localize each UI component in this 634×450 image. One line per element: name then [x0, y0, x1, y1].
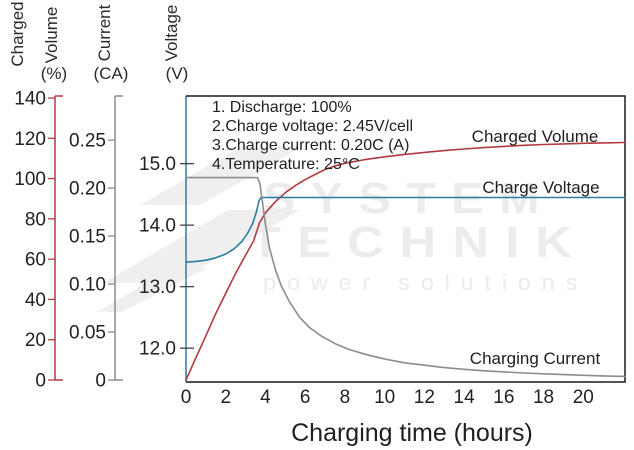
watermark-text-power-solutions: power solutions — [263, 270, 588, 295]
x-tick-label: 18 — [533, 387, 554, 408]
y-axis-headers: Charged Volume (%) Current (CA) Voltage … — [8, 1, 188, 83]
annotation-line-1: 1. Discharge: 100% — [212, 99, 352, 116]
volume-tick-label: 140 — [14, 89, 46, 110]
volume-axis-title-word1: Charged — [8, 1, 27, 66]
x-tick-label: 4 — [260, 387, 271, 408]
voltage-axis-title: Voltage — [162, 5, 181, 62]
watermark-text-system: SYSTEM — [263, 174, 555, 223]
volume-tick-label: 60 — [25, 250, 46, 271]
annotation-line-2: 2.Charge voltage: 2.45V/cell — [212, 118, 413, 135]
x-tick-label: 2 — [220, 387, 231, 408]
current-tick-label: 0.10 — [69, 275, 106, 296]
voltage-tick-label: 12.0 — [139, 339, 176, 360]
x-tick-label: 12 — [414, 387, 435, 408]
annotation-line-4: 4.Temperature: 25°C — [212, 156, 360, 173]
volume-tick-label: 120 — [14, 129, 46, 150]
voltage-tick-label: 13.0 — [139, 277, 176, 298]
charging-current-curve-label: Charging Current — [470, 349, 601, 368]
charge-voltage-curve-label: Charge Voltage — [482, 178, 599, 197]
current-axis-unit: (CA) — [94, 64, 129, 83]
current-tick-label: 0 — [95, 371, 106, 392]
series-group — [185, 141, 626, 381]
voltage-tick-label: 15.0 — [139, 154, 176, 175]
x-tick-label: 14 — [454, 387, 476, 408]
current-tick-label: 0.25 — [69, 131, 106, 152]
volume-axis-title-word2: Volume — [42, 7, 61, 64]
watermark: SYSTEM TECHNIK power solutions — [97, 147, 588, 312]
watermark-swoosh-shape — [140, 147, 302, 205]
charge-voltage-curve — [185, 196, 626, 263]
x-axis-title: Charging time (hours) — [291, 419, 533, 447]
volume-axis-unit: (%) — [41, 64, 67, 83]
charging-current-curve — [185, 176, 626, 378]
axes-group: 02040608010012014000.050.100.150.200.251… — [14, 89, 594, 408]
volume-tick-label: 40 — [25, 290, 46, 311]
x-tick-label: 20 — [573, 387, 594, 408]
watermark-text-technik: TECHNIK — [250, 218, 588, 267]
annotation-line-3: 3.Charge current: 0.20C (A) — [212, 137, 409, 154]
volume-tick-label: 0 — [35, 370, 46, 391]
voltage-tick-label: 14.0 — [139, 216, 176, 237]
volume-tick-label: 80 — [25, 209, 46, 230]
test-conditions-annotation: 1. Discharge: 100% 2.Charge voltage: 2.4… — [212, 99, 413, 173]
voltage-axis-unit: (V) — [166, 64, 189, 83]
current-tick-label: 0.15 — [69, 227, 106, 248]
charged-volume-curve — [185, 141, 626, 381]
current-tick-label: 0.05 — [69, 323, 106, 344]
current-axis-title: Current — [95, 4, 114, 61]
charged-volume-curve-label: Charged Volume — [472, 127, 599, 146]
x-tick-label: 8 — [340, 387, 351, 408]
current-tick-label: 0.20 — [69, 179, 106, 200]
x-tick-label: 6 — [300, 387, 311, 408]
x-tick-label: 10 — [374, 387, 395, 408]
x-tick-label: 0 — [181, 387, 192, 408]
watermark-swoosh-shape — [97, 268, 207, 312]
volume-tick-label: 20 — [25, 330, 46, 351]
x-tick-label: 16 — [493, 387, 514, 408]
plot-border — [186, 95, 626, 383]
volume-tick-label: 100 — [14, 169, 46, 190]
